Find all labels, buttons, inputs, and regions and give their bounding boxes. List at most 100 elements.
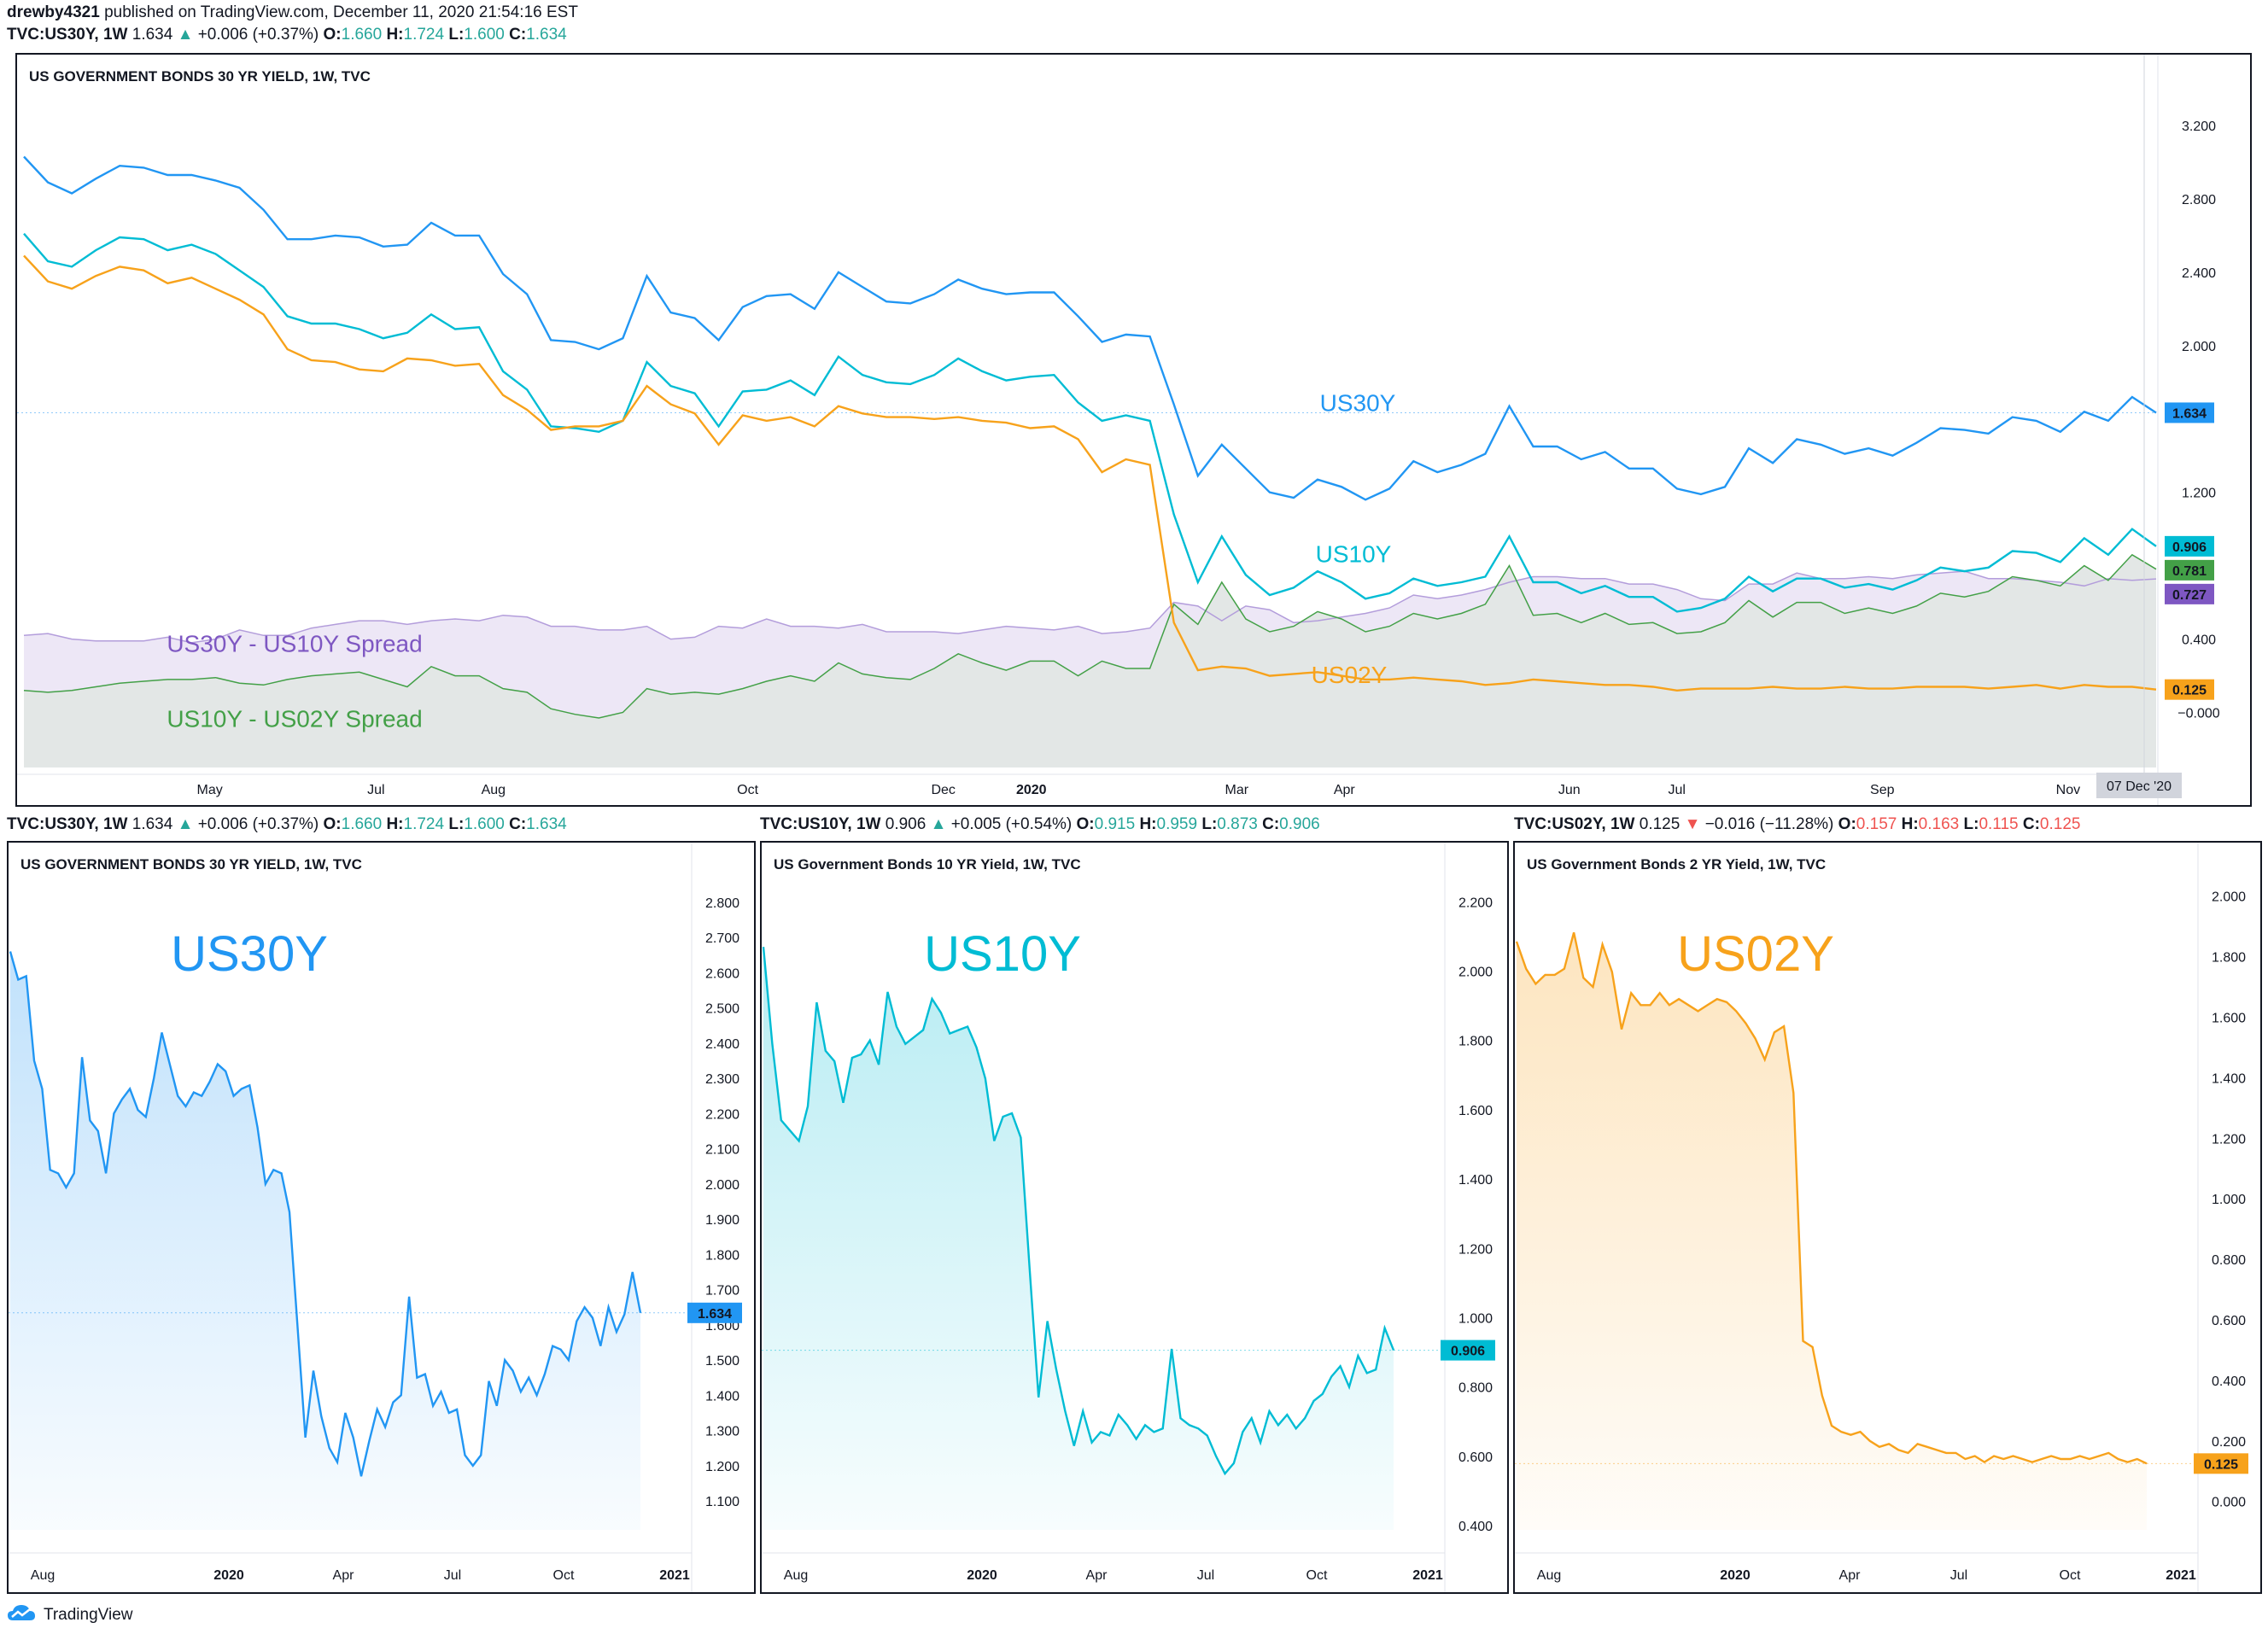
open-value: 1.660 [341, 815, 383, 833]
price-tag-box [1441, 1339, 1495, 1361]
x-tick-label: 2021 [659, 1568, 690, 1583]
spread-10-02-line [23, 553, 2157, 719]
x-tick-label: May [197, 783, 223, 797]
high-label: H: [1139, 815, 1157, 833]
y-tick-label: 1.900 [705, 1213, 739, 1228]
arrow-up-icon: ▲ [177, 26, 194, 44]
open-label: O: [323, 815, 342, 833]
x-tick-label: Sep [1870, 783, 1895, 797]
us02y-chart-svg[interactable]: 2.000 1.800 1.600 1.400 1.200 1.000 0.800 0.600… [1515, 843, 2260, 1592]
price-tag-label: 1.634 [698, 1307, 732, 1322]
y-tick-label: 1.100 [705, 1495, 739, 1509]
open-label: O: [323, 26, 342, 44]
open-value: 0.915 [1094, 815, 1136, 833]
arrow-up-icon: ▲ [177, 815, 194, 833]
x-tick-label: Nov [2056, 783, 2080, 797]
close-label: C: [509, 26, 527, 44]
price-tag-box [687, 1302, 742, 1323]
y-tick-label: 0.200 [2212, 1435, 2246, 1450]
price-tag-label: 0.727 [2172, 588, 2207, 603]
y-tick-label: 1.000 [2212, 1193, 2246, 1207]
open-label: O: [1076, 815, 1095, 833]
high-value: 0.959 [1156, 815, 1198, 833]
x-tick-label: Oct [737, 783, 758, 797]
y-tick-label: 2.800 [2182, 193, 2216, 207]
us10y-chart-panel[interactable]: US Government Bonds 10 YR Yield, 1W, TVC… [760, 841, 1509, 1594]
y-tick-label: 1.300 [705, 1425, 739, 1439]
tradingview-logo[interactable]: TradingView [7, 1603, 133, 1627]
close-value: 1.634 [526, 815, 567, 833]
arrow-down-icon: ▼ [1684, 815, 1701, 833]
y-tick-label: 2.800 [705, 896, 739, 911]
y-tick-label: 1.000 [1458, 1311, 1493, 1326]
y-tick-label: 2.000 [2212, 890, 2246, 905]
published-info: published on TradingView.com, December 1… [104, 3, 578, 21]
us30y-chart-svg[interactable]: 2.800 2.700 2.600 2.500 2.400 2.300 2.200 2.100… [9, 843, 754, 1592]
y-tick-label: 1.700 [705, 1284, 739, 1299]
series-annotation: US30Y [1320, 389, 1396, 416]
x-tick-label: Aug [1537, 1568, 1561, 1583]
main-chart-panel[interactable]: US GOVERNMENT BONDS 30 YR YIELD, 1W, TVC… [15, 53, 2252, 807]
series-annotation: US30Y - US10Y Spread [167, 631, 422, 657]
ticker-change: +0.005 (+0.54%) [950, 815, 1073, 833]
series-line-us10y [23, 232, 2157, 613]
close-value: 0.906 [1279, 815, 1320, 833]
high-label: H: [386, 26, 404, 44]
us30y-chart-panel[interactable]: US GOVERNMENT BONDS 30 YR YIELD, 1W, TVC… [7, 841, 756, 1594]
ticker-last: 0.125 [1639, 815, 1681, 833]
x-tick-label: Jul [1669, 783, 1686, 797]
publisher-line: drewby4321 published on TradingView.com,… [7, 3, 578, 22]
x-tick-label: Jul [367, 783, 384, 797]
y-tick-label: 2.400 [2182, 266, 2216, 281]
high-value: 0.163 [1918, 815, 1960, 833]
close-label: C: [2022, 815, 2040, 833]
arrow-up-icon: ▲ [930, 815, 947, 833]
low-label: L: [1963, 815, 1979, 833]
low-value: 0.115 [1979, 815, 2019, 833]
ticker-line-us10y: TVC:US10Y, 1W 0.906 ▲ +0.005 (+0.54%) O:… [760, 815, 1320, 834]
price-tag-label: 0.781 [2172, 564, 2207, 579]
x-tick-label: Jul [1950, 1568, 1967, 1583]
price-tag-box [2165, 535, 2214, 557]
y-tick-label: 1.200 [2212, 1132, 2246, 1147]
y-tick-label: 2.500 [705, 1002, 739, 1017]
ticker-symbol: TVC:US30Y, 1W [7, 815, 128, 833]
x-tick-label: Aug [784, 1568, 808, 1583]
main-chart-svg[interactable]: 3.200 2.800 2.400 2.000 1.200 0.400 −0.000 May J… [17, 55, 2250, 805]
x-tick-label: Apr [1334, 783, 1356, 797]
big-series-label: US30Y [171, 926, 328, 982]
high-value: 1.724 [403, 815, 445, 833]
ticker-line-us02y: TVC:US02Y, 1W 0.125 ▼ −0.016 (−11.28%) O… [1514, 815, 2080, 834]
cursor-date-box [2096, 773, 2182, 798]
x-tick-label: Dec [931, 783, 955, 797]
y-tick-label: 0.800 [1458, 1381, 1493, 1396]
spread-30-10-line [23, 570, 2157, 644]
series-line-us10y [762, 946, 1395, 1476]
series-annotation: US10Y [1316, 540, 1392, 567]
y-tick-label: 2.100 [705, 1143, 739, 1158]
price-tag-label: 0.906 [1451, 1345, 1485, 1359]
x-tick-label: Jul [1197, 1568, 1214, 1583]
publisher-name[interactable]: drewby4321 [7, 3, 100, 21]
y-tick-label: 1.400 [2212, 1071, 2246, 1086]
y-tick-label: 1.500 [705, 1354, 739, 1369]
us02y-chart-panel[interactable]: US Government Bonds 2 YR Yield, 1W, TVC … [1513, 841, 2262, 1594]
close-value: 1.634 [526, 26, 567, 44]
y-tick-label: 1.800 [705, 1248, 739, 1263]
big-series-label: US02Y [1677, 926, 1834, 982]
y-tick-label: 0.400 [1458, 1520, 1493, 1534]
price-tag-label: 0.906 [2172, 540, 2207, 555]
x-tick-label: Jun [1558, 783, 1581, 797]
ticker-symbol: TVC:US10Y, 1W [760, 815, 881, 833]
ticker-line-us30y-main: TVC:US30Y, 1W 1.634 ▲ +0.006 (+0.37%) O:… [7, 26, 567, 44]
x-tick-label: 2020 [967, 1568, 997, 1583]
y-tick-label: 2.400 [705, 1037, 739, 1052]
ticker-symbol: TVC:US30Y, 1W [7, 26, 128, 44]
series-line-us30y [23, 155, 2157, 501]
y-tick-label: 2.200 [705, 1107, 739, 1122]
ticker-last: 1.634 [132, 815, 173, 833]
x-tick-label: 2020 [1016, 783, 1047, 797]
us10y-chart-svg[interactable]: 2.200 2.000 1.800 1.600 1.400 1.200 1.000 0.800… [762, 843, 1507, 1592]
high-value: 1.724 [403, 26, 445, 44]
y-tick-label: 1.400 [705, 1389, 739, 1404]
